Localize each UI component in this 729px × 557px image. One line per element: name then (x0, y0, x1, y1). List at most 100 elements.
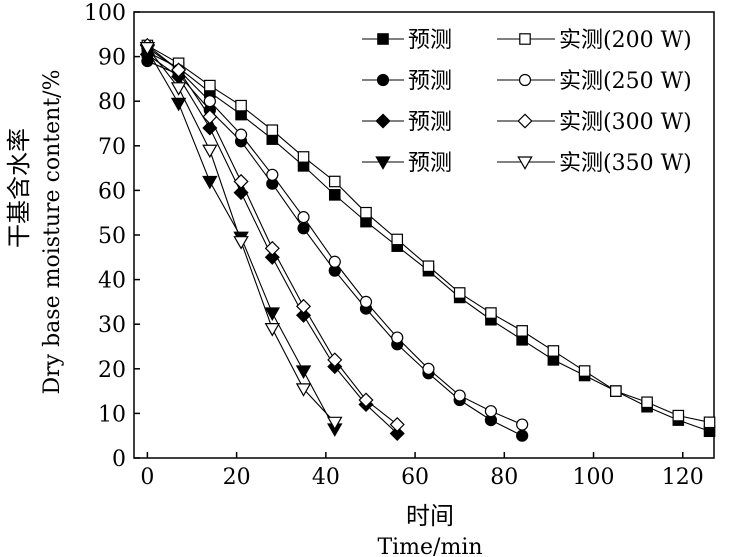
data-point (264, 240, 280, 256)
data-point (327, 416, 343, 431)
data-point (233, 173, 249, 190)
legend-item: 预测 (362, 69, 452, 94)
legend-marker (375, 156, 391, 170)
y-tick-label: 80 (98, 90, 126, 115)
data-point (202, 109, 218, 125)
data-point (391, 233, 404, 246)
data-point (360, 206, 372, 219)
x-tick-label: 100 (573, 465, 615, 490)
legend-marker (519, 33, 531, 45)
data-point (266, 124, 279, 136)
data-point (295, 383, 312, 397)
y-tick-label: 70 (98, 135, 126, 160)
legend-item: 实测(300 W) (497, 110, 692, 135)
y-tick-label: 10 (98, 402, 126, 427)
data-point (391, 331, 404, 344)
y-tick-label: 90 (98, 46, 126, 71)
data-point (389, 417, 405, 433)
data-point (328, 175, 341, 188)
data-point (203, 95, 216, 108)
data-point (703, 416, 716, 429)
x-tick-label: 40 (312, 465, 340, 490)
data-point (578, 365, 591, 377)
legend-marker (375, 113, 391, 129)
legend-item: 预测 (362, 28, 452, 53)
y-tick-label: 30 (98, 313, 126, 338)
legend-label: 实测(200 W) (559, 28, 692, 53)
data-point (170, 82, 187, 96)
legend: 预测 实测(200 W)预测 实测(250 W)预测 实测(300 W)预测 实测(35… (362, 28, 692, 176)
series-layer (139, 37, 716, 442)
data-point (516, 429, 529, 442)
y-tick-label: 60 (98, 179, 126, 204)
data-point (266, 168, 279, 181)
legend-label: 预测 (408, 69, 452, 94)
data-point (171, 62, 187, 78)
y-axis-title: Dry base moisture content/% (40, 70, 65, 395)
data-point (641, 396, 653, 409)
legend-label: 实测(300 W) (559, 110, 692, 135)
data-point (202, 175, 218, 190)
series-line (147, 45, 398, 425)
y-tick-label: 0 (112, 447, 126, 472)
data-point (358, 392, 374, 408)
legend-marker (517, 156, 533, 170)
data-point (297, 151, 310, 163)
data-point (204, 79, 216, 92)
legend-marker (376, 73, 390, 87)
data-point (170, 97, 187, 112)
legend-label: 预测 (408, 110, 452, 135)
data-point (264, 323, 281, 337)
legend-label: 预测 (408, 151, 452, 176)
data-point (264, 307, 281, 321)
y-tick-label: 100 (84, 1, 126, 26)
data-point (233, 236, 249, 250)
series-3 (141, 54, 529, 442)
x-tick-label: 0 (140, 465, 154, 490)
data-point (295, 298, 312, 314)
y-tick-label: 20 (98, 358, 126, 383)
legend-marker (518, 73, 532, 87)
data-point (328, 189, 341, 201)
data-point (422, 260, 435, 273)
legend-item: 预测 (362, 151, 452, 176)
axes: 0 20 40 60 80 100 120 0 10 20 30 40 50 60 70 80 90 100 (84, 1, 715, 490)
x-tick-label: 20 (223, 465, 251, 490)
data-point (610, 385, 622, 397)
data-point (516, 325, 528, 337)
data-point (389, 425, 405, 442)
data-point (516, 418, 529, 431)
data-point (672, 409, 685, 422)
data-point (327, 352, 343, 368)
legend-marker (377, 33, 389, 45)
data-point (234, 128, 248, 141)
data-point (139, 42, 156, 56)
legend-label: 实测(350 W) (559, 151, 692, 176)
data-point (484, 405, 498, 418)
legend-item: 实测(350 W) (497, 151, 692, 176)
series-8 (139, 42, 343, 431)
x-tick-label: 120 (662, 465, 704, 490)
data-point (422, 362, 435, 375)
data-point (359, 295, 373, 308)
data-point (453, 287, 466, 299)
data-point (328, 255, 341, 268)
data-point (235, 99, 247, 112)
data-point (453, 389, 466, 402)
legend-item: 预测 (362, 110, 452, 135)
y-tick-label: 40 (98, 269, 126, 294)
data-point (547, 345, 560, 357)
x-tick-label: 60 (401, 465, 429, 490)
legend-label: 预测 (408, 28, 452, 53)
legend-item: 实测(200 W) (497, 28, 692, 53)
x-axis-title-cn: 时间 (406, 502, 454, 530)
y-axis-title-cn: 干基含水率 (5, 128, 33, 248)
data-point (485, 307, 497, 319)
data-point (297, 211, 310, 224)
legend-label: 实测(250 W) (559, 69, 692, 94)
x-tick-label: 80 (490, 465, 518, 490)
x-axis-title: Time/min (377, 535, 482, 557)
legend-item: 实测(250 W) (497, 69, 692, 94)
y-tick-label: 50 (98, 224, 126, 249)
